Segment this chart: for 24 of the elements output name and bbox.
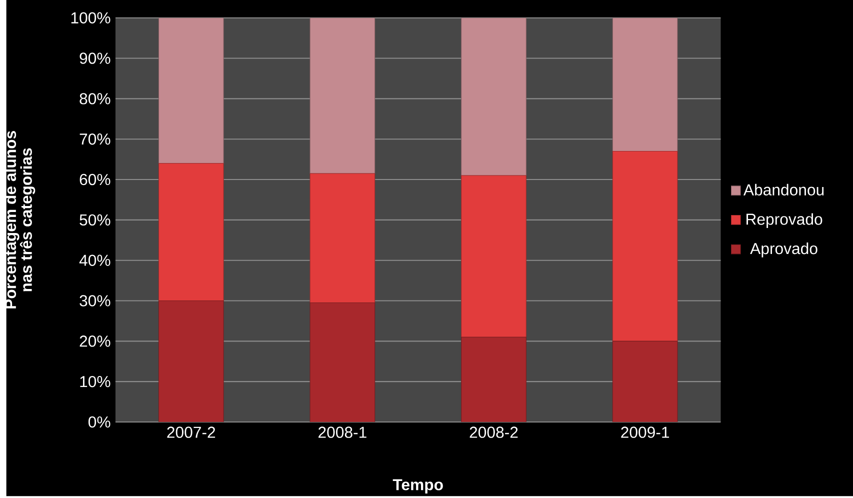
legend-label: Aprovado: [750, 242, 818, 258]
y-tick-label: 70%: [80, 134, 110, 145]
y-tick-label: 80%: [80, 93, 110, 104]
y-tick-label: 10%: [80, 376, 110, 388]
y-tick-label: 90%: [80, 52, 110, 64]
x-axis-title: Tempo: [392, 479, 443, 494]
y-axis-title: Porcentagem de alunos nas três categorias: [4, 131, 36, 308]
y-tick-label: 30%: [80, 295, 110, 306]
x-tick-label: 2007-2: [167, 426, 216, 438]
y-tick-label: 60%: [80, 174, 110, 186]
y-tick-label: 0%: [88, 416, 110, 428]
x-tick-label: 2008-1: [318, 426, 366, 438]
y-tick-label: 100%: [71, 12, 110, 24]
bar: [461, 18, 526, 176]
x-tick-label: 2008-2: [470, 426, 518, 438]
bar: [612, 18, 678, 152]
legend-label: Abandonou: [743, 184, 824, 196]
y-tick-label: 20%: [80, 336, 110, 347]
y-tick-label: 40%: [79, 254, 110, 266]
y-tick-label: 50%: [80, 214, 110, 226]
legend-label: Reprovado: [746, 213, 822, 228]
bar: [310, 18, 376, 174]
bar: [158, 18, 224, 164]
x-tick-label: 2009-1: [621, 426, 669, 438]
